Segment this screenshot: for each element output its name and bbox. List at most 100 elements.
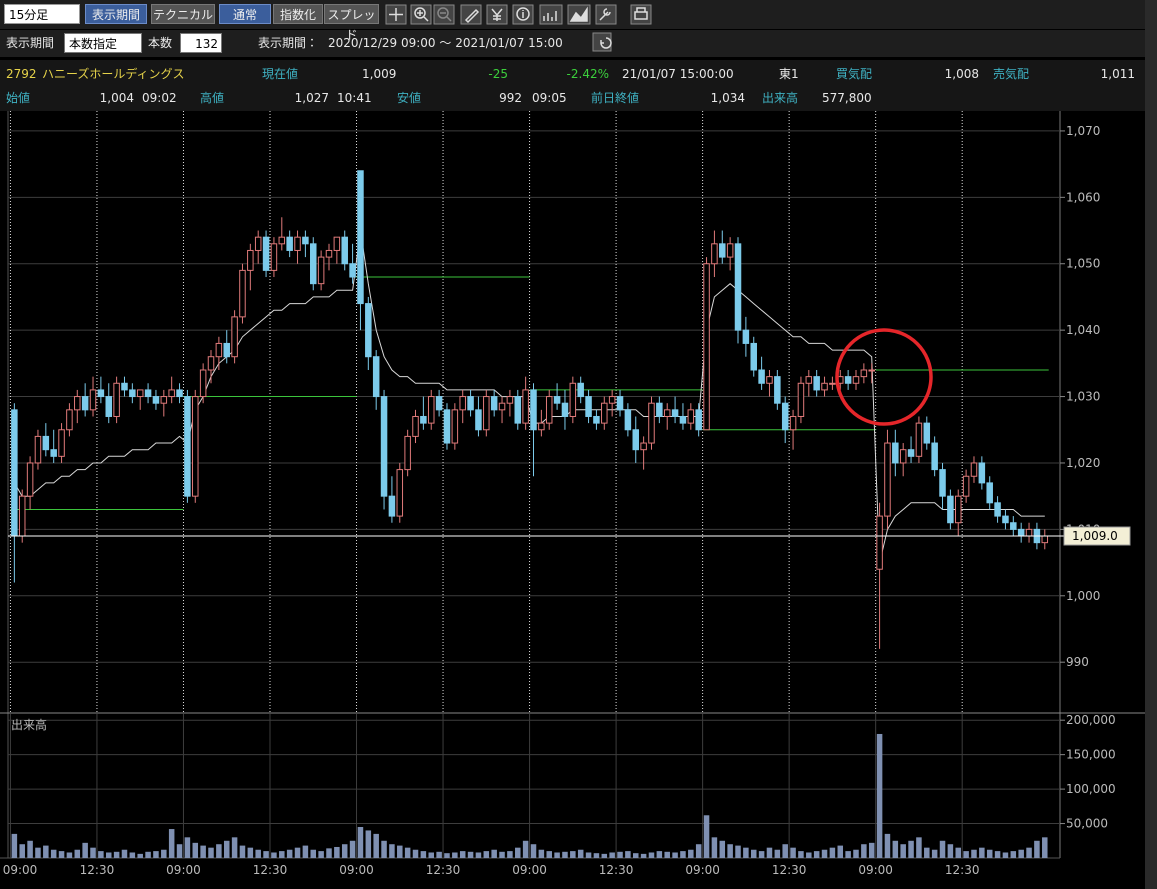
volume-bar xyxy=(294,847,301,858)
candle-body xyxy=(931,442,938,471)
x-tick-label: 12:30 xyxy=(253,863,288,877)
candle-body xyxy=(380,396,388,497)
x-tick-label: 09:00 xyxy=(858,863,893,877)
highlight-circle xyxy=(835,328,933,426)
volume-bar xyxy=(892,840,899,858)
candle-body xyxy=(168,389,175,398)
volume-bar xyxy=(711,837,718,858)
candle-body xyxy=(711,243,718,265)
timeframe-select[interactable]: 15分足 xyxy=(4,4,80,24)
candle-body xyxy=(726,243,734,258)
candle-body xyxy=(970,462,978,477)
candle-body xyxy=(545,396,553,424)
volume-bar xyxy=(727,844,733,858)
volume-bar xyxy=(585,852,592,858)
quote-name: ハニーズホールディングス xyxy=(42,67,185,81)
volume-bar xyxy=(326,848,332,858)
candle-body xyxy=(939,469,946,497)
candle-body xyxy=(954,495,962,524)
candle-body xyxy=(923,422,931,444)
toolbar-button[interactable]: 指数化 xyxy=(273,4,323,24)
toolbar-icons xyxy=(385,4,652,52)
y-tick-label: 1,030 xyxy=(1066,390,1100,404)
volume-bar xyxy=(357,826,364,858)
candle-body xyxy=(199,369,207,398)
candle-body xyxy=(774,376,781,404)
candle-body xyxy=(569,382,577,417)
mode-select[interactable]: 本数指定 xyxy=(64,33,142,53)
volume-bar xyxy=(986,849,993,858)
candle-body xyxy=(719,243,726,258)
volume-bar xyxy=(813,851,820,858)
candle-body xyxy=(317,256,325,285)
volume-bar xyxy=(50,849,57,858)
candle-body xyxy=(892,442,899,464)
toolbar-button[interactable]: テクニカル xyxy=(151,4,215,24)
candle-body xyxy=(530,389,537,431)
x-tick-label: 09:00 xyxy=(3,863,38,877)
candle-body xyxy=(781,402,789,431)
y-tick-label: 990 xyxy=(1066,655,1089,669)
candle-body xyxy=(50,449,57,457)
candle-body xyxy=(915,422,923,457)
volume-bar xyxy=(239,845,246,858)
volume-bar xyxy=(900,844,906,858)
quote-prev-label: 前日終値 xyxy=(591,91,640,105)
volume-bar xyxy=(279,851,285,858)
candle-body xyxy=(1017,528,1025,537)
volume-bar xyxy=(105,852,112,858)
y2-tick-label: 200,000 xyxy=(1066,713,1116,727)
volume-bar xyxy=(373,833,379,858)
candle-body xyxy=(420,415,427,424)
volume-bar xyxy=(66,852,73,858)
volume-bar xyxy=(609,852,615,858)
volume-bar xyxy=(216,844,222,858)
toolbar-button[interactable]: スプレッド xyxy=(324,4,379,42)
candle-body xyxy=(176,389,183,398)
volume-bar xyxy=(420,851,427,858)
candle-body xyxy=(192,396,199,497)
volume-bar xyxy=(137,853,143,858)
y-tick-label: 1,020 xyxy=(1066,456,1100,470)
quote-high-label: 高値 xyxy=(200,91,225,105)
volume-bar xyxy=(499,851,505,858)
volume-bar xyxy=(735,845,741,858)
quote-high: 1,027 xyxy=(294,91,329,105)
candle-body xyxy=(538,422,545,431)
volume-bar xyxy=(341,844,348,858)
volume-bar xyxy=(876,733,883,858)
y-tick-label: 1,050 xyxy=(1066,257,1100,271)
candle-body xyxy=(97,389,105,398)
volume-bar xyxy=(908,840,914,858)
candle-body xyxy=(81,396,89,411)
quote-low-time: 09:05 xyxy=(532,91,567,105)
quote-ask-label: 売気配 xyxy=(993,67,1030,81)
quote-prev: 1,034 xyxy=(710,91,745,105)
quote-low: 992 xyxy=(499,91,522,105)
y-tick-label: 1,040 xyxy=(1066,323,1100,337)
toolbar-button[interactable]: 通常 xyxy=(219,4,271,24)
candle-body xyxy=(427,396,435,424)
volume-bar xyxy=(648,852,655,858)
candle-body xyxy=(341,236,348,265)
candle-body xyxy=(333,236,341,251)
candle-body xyxy=(876,515,883,570)
candle-body xyxy=(459,396,466,411)
volume-title: 出来高 xyxy=(11,718,47,732)
candle-body xyxy=(74,396,81,411)
candle-body xyxy=(663,409,671,417)
volume-bar xyxy=(979,847,985,858)
candle-body xyxy=(396,469,404,517)
volume-bar xyxy=(522,840,529,858)
volume-bar xyxy=(554,852,560,858)
toolbar-button[interactable]: 表示期間 xyxy=(85,4,147,24)
scrollbar xyxy=(1145,0,1157,889)
candle-body xyxy=(1041,535,1049,544)
quote-open-time: 09:02 xyxy=(142,91,177,105)
candle-body xyxy=(231,316,238,358)
count-input[interactable]: 132 xyxy=(180,33,222,53)
volume-bar xyxy=(625,851,631,858)
candle-body xyxy=(561,402,569,417)
candle-body xyxy=(514,396,522,424)
